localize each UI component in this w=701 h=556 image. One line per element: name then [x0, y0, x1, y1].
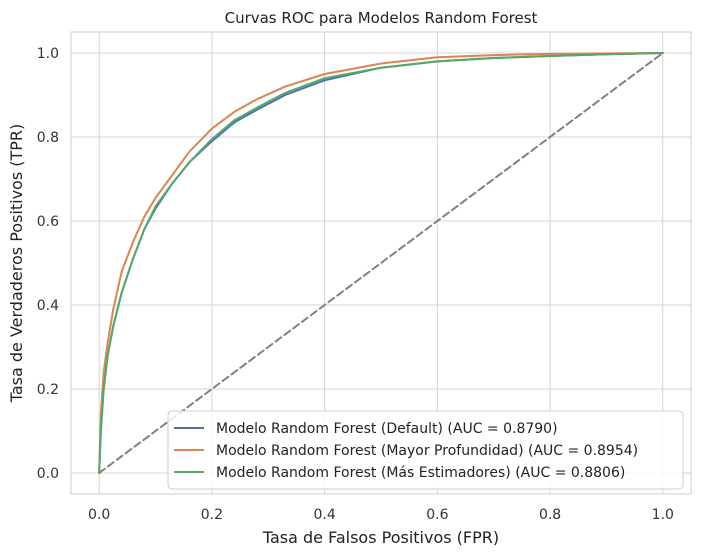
legend-label: Modelo Random Forest (Más Estimadores) (…	[216, 465, 625, 481]
legend-box	[167, 410, 684, 490]
y-tick-label: 1.0	[37, 46, 59, 62]
x-tick-label: 0.8	[539, 507, 561, 523]
plot-area-frame	[70, 31, 692, 495]
reference-diagonal-line	[98, 52, 664, 474]
y-tick-label: 0.2	[37, 382, 59, 398]
y-tick-label: 0.8	[37, 130, 59, 146]
grid-lines	[71, 32, 691, 494]
x-tick-label: 0.2	[201, 507, 223, 523]
legend: Modelo Random Forest (Default) (AUC = 0.…	[167, 410, 684, 490]
legend-label: Modelo Random Forest (Default) (AUC = 0.…	[216, 421, 558, 437]
y-tick-label: 0.4	[37, 298, 59, 314]
y-tick-label: 0.6	[37, 214, 59, 230]
y-tick-label: 0.0	[37, 466, 59, 482]
tick-labels: 0.0 0.2 0.4 0.6 0.8 1.0 0.0 0.2 0.4 0.6 0.8 1.0	[37, 46, 674, 523]
roc-series-line-1	[98, 52, 664, 474]
legend-label: Modelo Random Forest (Mayor Profundidad)…	[216, 443, 638, 459]
x-tick-label: 0.6	[426, 507, 448, 523]
roc-series-line-2	[98, 52, 664, 474]
x-tick-label: 1.0	[652, 507, 674, 523]
chart-title: Curvas ROC para Modelos Random Forest	[225, 9, 538, 27]
x-tick-label: 0.4	[314, 507, 336, 523]
x-axis-title: Tasa de Falsos Positivos (FPR)	[262, 528, 499, 547]
y-axis-title: Tasa de Verdaderos Positivos (TPR)	[7, 124, 26, 404]
series-lines	[98, 52, 664, 474]
x-tick-label: 0.0	[88, 507, 110, 523]
